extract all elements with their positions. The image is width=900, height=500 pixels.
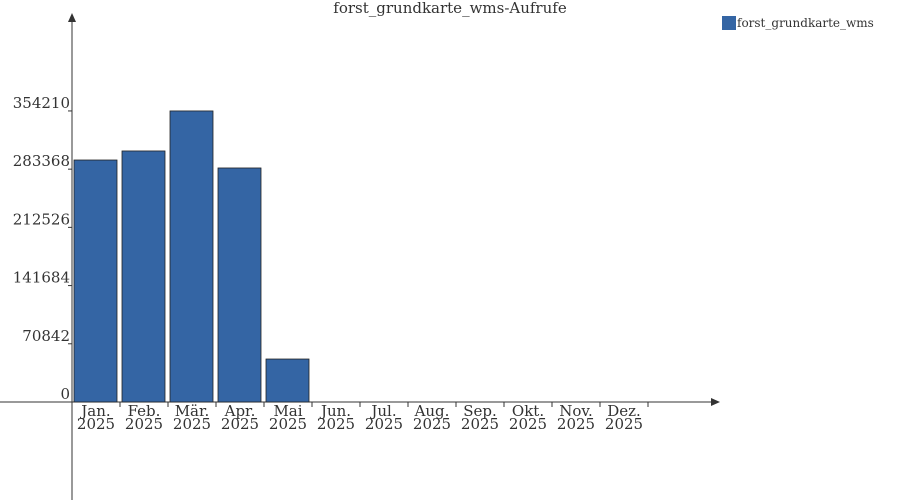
bar — [73, 159, 118, 403]
y-axis-arrow — [68, 13, 76, 22]
chart-title: forst_grundkarte_wms-Aufrufe — [333, 0, 567, 17]
x-tick-label: Apr. 2025 — [220, 402, 260, 433]
bar — [121, 150, 166, 403]
legend-label: forst_grundkarte_wms — [737, 16, 874, 30]
y-tick-label: 141684 — [13, 269, 70, 287]
x-tick-label: Okt. 2025 — [508, 402, 548, 433]
x-tick-label: Jul. 2025 — [364, 402, 404, 433]
bar — [265, 358, 310, 403]
x-tick-label: Sep. 2025 — [460, 402, 500, 433]
x-axis-arrow — [711, 398, 720, 406]
x-tick-label: Dez. 2025 — [604, 402, 644, 433]
x-tick-label: Jan. 2025 — [76, 402, 116, 433]
x-tick-label: Mär. 2025 — [172, 402, 212, 433]
y-tick-label: 283368 — [13, 152, 70, 170]
bar — [169, 110, 214, 403]
y-tick-label: 70842 — [22, 327, 70, 345]
bar — [217, 167, 262, 403]
x-tick-label: Nov. 2025 — [556, 402, 596, 433]
x-tick-label: Mai 2025 — [268, 402, 308, 433]
y-tick-label: 212526 — [13, 210, 70, 228]
x-tick-label: Feb. 2025 — [124, 402, 164, 433]
x-tick-label: Jun. 2025 — [316, 402, 356, 433]
legend-swatch — [722, 16, 736, 30]
x-tick-label: Aug. 2025 — [412, 402, 452, 433]
y-tick-label: 354210 — [13, 94, 70, 112]
y-tick-label: 0 — [60, 385, 70, 403]
